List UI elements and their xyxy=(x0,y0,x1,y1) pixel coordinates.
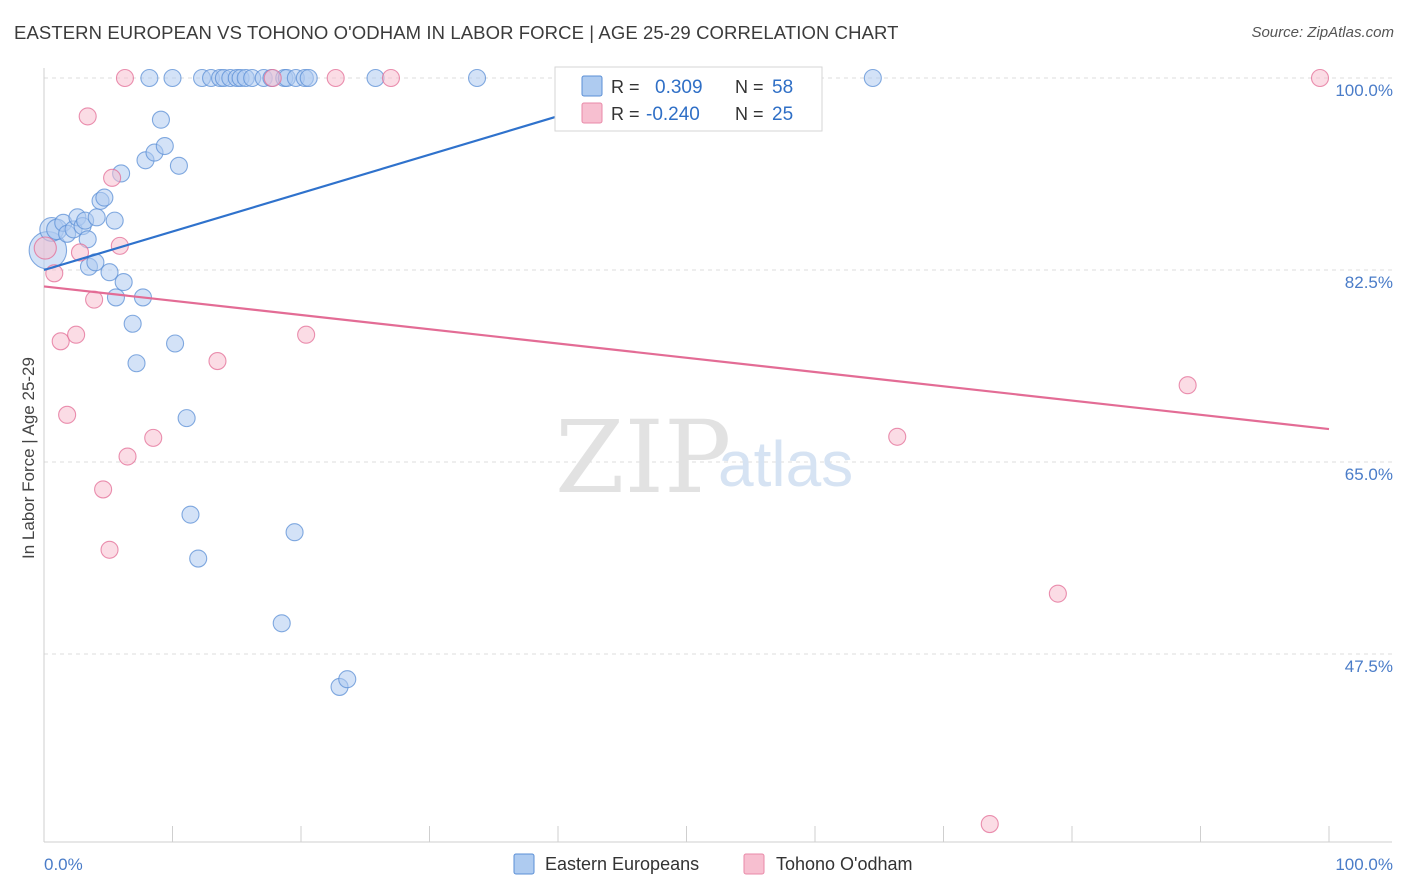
eastern-europeans-point xyxy=(105,211,124,230)
y-tick-label: 82.5% xyxy=(1345,273,1393,292)
tohono-oodham-point xyxy=(115,68,135,88)
eastern-europeans-point xyxy=(338,670,357,689)
series-legend-swatch-eastern-europeans xyxy=(513,853,535,875)
tohono-oodham-point xyxy=(78,107,97,126)
watermark-atlas: atlas xyxy=(718,428,853,500)
tohono-oodham-point xyxy=(1048,584,1067,603)
tohono-oodham-point xyxy=(1310,68,1330,88)
eastern-europeans-point xyxy=(95,188,114,207)
tohono-oodham-point xyxy=(980,815,999,834)
legend-r-label-0: R = xyxy=(611,77,640,97)
eastern-europeans-point xyxy=(177,409,196,428)
correlation-legend: R = 0.309 N = 58 R = -0.240 N = 25 xyxy=(554,66,823,132)
tohono-oodham-point xyxy=(381,68,401,88)
trend-layer xyxy=(43,82,1330,431)
watermark: ZIP atlas xyxy=(555,399,853,516)
series-legend-swatch-tohono-oodham xyxy=(743,853,765,875)
tohono-oodham-point xyxy=(326,68,345,88)
legend-swatch-eastern-europeans xyxy=(581,75,603,97)
legend-r-value-1: -0.240 xyxy=(646,104,700,125)
eastern-europeans-point xyxy=(467,68,487,88)
tohono-oodham-point xyxy=(888,427,907,446)
y-tick-label: 47.5% xyxy=(1345,657,1393,676)
tohono-oodham-point xyxy=(118,447,137,466)
legend-n-value-1: 25 xyxy=(772,104,793,125)
eastern-europeans-point xyxy=(166,334,185,353)
tohono-oodham-point xyxy=(144,428,163,447)
eastern-europeans-point xyxy=(151,110,170,129)
tohono-oodham-trendline xyxy=(43,285,1330,431)
eastern-europeans-point xyxy=(127,354,146,373)
eastern-europeans-point xyxy=(285,523,304,542)
eastern-europeans-point xyxy=(106,288,126,307)
eastern-europeans-point xyxy=(155,136,174,156)
tohono-oodham-point xyxy=(297,325,316,344)
chart-title: EASTERN EUROPEAN VS TOHONO O'ODHAM IN LA… xyxy=(14,22,899,43)
eastern-europeans-point xyxy=(181,505,200,524)
eastern-europeans-point xyxy=(272,614,291,633)
eastern-europeans-point xyxy=(123,314,142,333)
eastern-europeans-point xyxy=(299,68,318,88)
y-tick-label: 100.0% xyxy=(1335,81,1393,100)
tohono-oodham-point xyxy=(263,68,282,88)
tohono-oodham-point xyxy=(51,332,70,351)
y-tick-label: 65.0% xyxy=(1345,465,1393,484)
x-tick-label: 0.0% xyxy=(44,855,83,874)
y-axis-label: In Labor Force | Age 25-29 xyxy=(19,357,38,559)
eastern-europeans-point xyxy=(163,68,182,88)
series-legend-label-tohono-oodham: Tohono O'odham xyxy=(776,854,913,874)
tohono-oodham-point xyxy=(58,405,77,424)
tohono-oodham-point xyxy=(94,480,113,499)
tohono-oodham-point xyxy=(103,168,122,187)
tohono-oodham-point xyxy=(67,325,86,344)
eastern-europeans-point xyxy=(114,273,133,292)
tohono-oodham-point xyxy=(100,540,119,559)
axis-layer: 47.5% 65.0% 82.5% 100.0% 0.0% 100.0% xyxy=(43,68,1393,874)
legend-n-value-0: 58 xyxy=(772,77,793,98)
eastern-europeans-point xyxy=(87,208,106,227)
eastern-europeans-point xyxy=(100,263,119,282)
legend-r-label-1: R = xyxy=(611,104,640,124)
eastern-europeans-point xyxy=(140,68,159,88)
source-label: Source: ZipAtlas.com xyxy=(1251,24,1394,41)
eastern-europeans-point xyxy=(169,156,188,175)
eastern-europeans-point xyxy=(863,68,882,88)
eastern-europeans-point xyxy=(189,549,208,568)
legend-r-value-0: 0.309 xyxy=(655,77,703,98)
grid-layer xyxy=(44,77,1392,655)
series-legend: Eastern Europeans Tohono O'odham xyxy=(513,853,913,875)
x-tick-label: 100.0% xyxy=(1335,855,1393,874)
tohono-oodham-point xyxy=(33,236,57,260)
tohono-oodham-point xyxy=(70,243,90,262)
legend-swatch-tohono-oodham xyxy=(581,102,603,124)
watermark-zip: ZIP xyxy=(555,399,731,516)
points-layer xyxy=(28,68,1330,834)
series-legend-label-eastern-europeans: Eastern Europeans xyxy=(545,854,699,874)
tohono-oodham-point xyxy=(1178,376,1197,395)
eastern-europeans-point xyxy=(366,68,385,88)
legend-n-label-0: N = xyxy=(735,77,764,97)
legend-n-label-1: N = xyxy=(735,104,764,124)
tohono-oodham-point xyxy=(208,352,227,371)
